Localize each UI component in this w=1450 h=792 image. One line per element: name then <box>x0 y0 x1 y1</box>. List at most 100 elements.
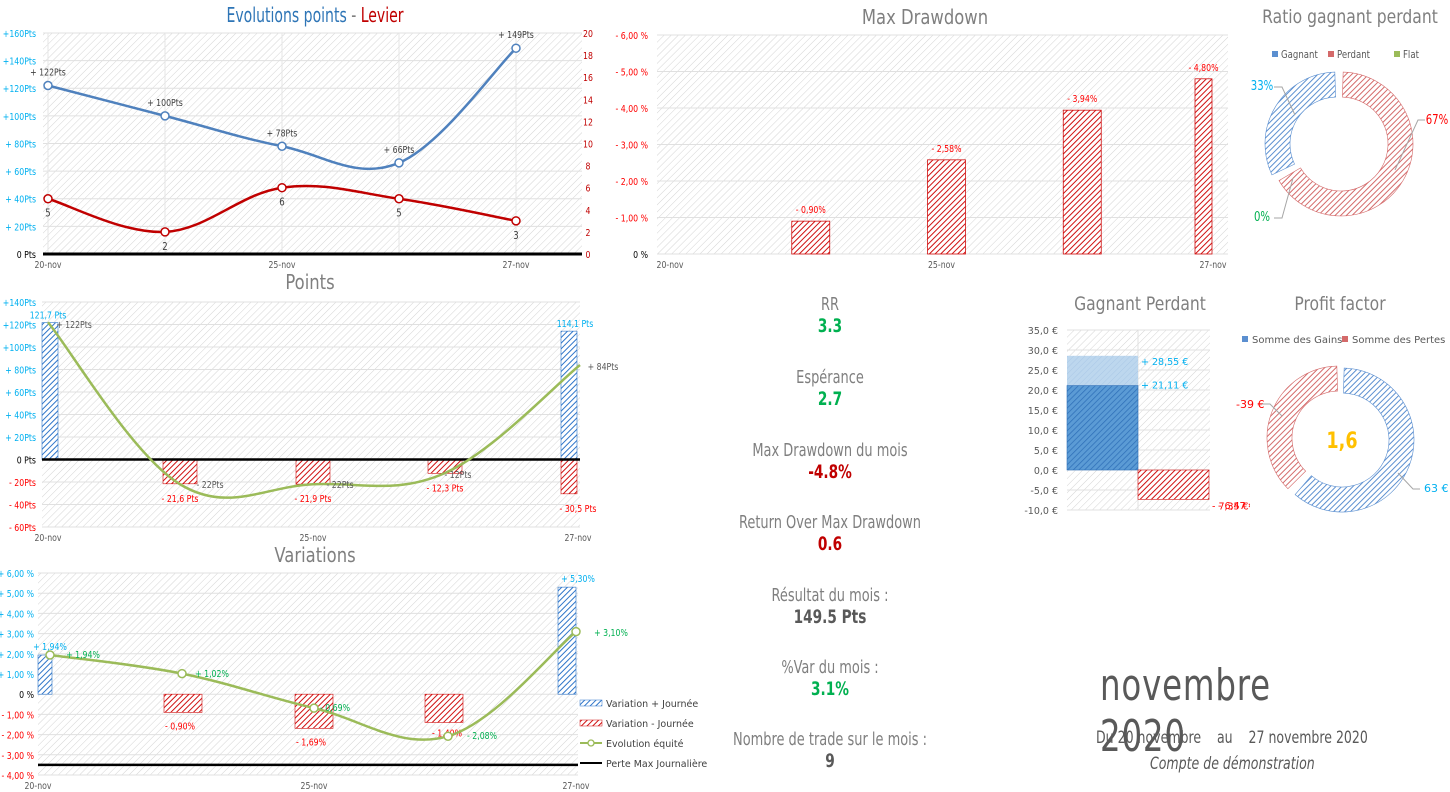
y-right-tick-label: 0 <box>586 250 591 261</box>
leader-line <box>1397 472 1420 490</box>
y-tick-label: + 20Pts <box>5 433 36 444</box>
drawdown-bar <box>1194 78 1213 255</box>
legend-label: Somme des Pertes <box>1352 335 1445 346</box>
legend-marker <box>587 739 595 747</box>
y-right-tick-label: 10 <box>583 140 593 151</box>
evolutions-chart: Evolutions points - Levier 0 Pts + 20Pts +… <box>0 0 600 272</box>
equity-data-label: + 1,02% <box>195 669 229 680</box>
y-tick-label: 0 % <box>633 250 648 261</box>
legend-swatch <box>579 719 603 727</box>
ratio-label-gagnant: 33% <box>1251 78 1274 94</box>
positive-variation-bar <box>37 654 53 695</box>
y-right-tick-label: 14 <box>583 95 593 106</box>
profit-factor-title: Profit factor <box>1294 293 1386 315</box>
net-data-label: - 22Pts <box>326 480 353 491</box>
y-tick-label: 5,0 € <box>1034 446 1058 457</box>
y-left-tick-label: + 20Pts <box>5 223 36 234</box>
kpi-var-label: %Var du mois : <box>781 657 879 678</box>
ratio-slice-gagnant <box>1264 71 1336 176</box>
levier-marker <box>511 216 521 226</box>
y-left-tick-label: +140Pts <box>3 57 36 68</box>
net-data-label: + 122Pts <box>56 320 92 331</box>
y-tick-label: 20,0 € <box>1028 386 1058 397</box>
points-data-label: + 100Pts <box>147 98 183 109</box>
points-chart-svg: - 60Pts - 40Pts - 20Pts 0 Pts + 20Pts + 40Pts… <box>3 298 619 544</box>
legend-swatch <box>1342 336 1348 342</box>
equity-data-label: - 0,69% <box>320 703 350 714</box>
max-loss-label: - 7,35 € <box>1212 501 1249 512</box>
loss-data-label: - 12,3 Pts <box>427 484 464 495</box>
x-tick-label: 27-nov <box>564 533 592 544</box>
legend-swatch <box>1394 51 1400 57</box>
evolutions-chart-title: Evolutions points - Levier <box>226 3 404 27</box>
x-tick-label: 20-nov <box>34 260 62 271</box>
y-left-tick-label: +120Pts <box>3 84 36 95</box>
points-data-label: + 122Pts <box>30 68 66 79</box>
y-tick-label: + 40Pts <box>5 411 36 422</box>
y-tick-label: 0 % <box>19 690 34 701</box>
levier-data-label: 2 <box>162 241 167 253</box>
y-tick-label: +100Pts <box>3 343 36 354</box>
levier-data-label: 5 <box>45 208 50 220</box>
legend-label: Somme des Gains <box>1252 335 1342 346</box>
points-marker <box>394 158 404 168</box>
net-data-label: - 22Pts <box>196 480 223 491</box>
kpi-max-drawdown-value: -4.8% <box>808 461 852 483</box>
period-month: novembre 2020 <box>1100 660 1271 762</box>
y-tick-label: 30,0 € <box>1028 346 1058 357</box>
leader-line <box>1262 403 1283 417</box>
equity-data-label: + 1,94% <box>66 650 100 661</box>
gagnant-perdant-title: Gagnant Perdant <box>1074 293 1206 315</box>
y-tick-label: + 4,00 % <box>0 610 34 621</box>
pf-center-value: 1,6 <box>1326 428 1357 453</box>
kpi-resultat-label: Résultat du mois : <box>771 585 889 606</box>
loss-data-label: - 21,6 Pts <box>162 494 199 505</box>
leader-line <box>1274 86 1296 116</box>
avg-loss-label: - 6,47 € <box>1218 501 1250 512</box>
y-tick-label: 0,0 € <box>1034 466 1058 477</box>
kpi-resultat-value: 149.5 Pts <box>793 606 867 628</box>
x-tick-label: 27-nov <box>562 781 590 792</box>
y-left-tick-label: + 40Pts <box>5 195 36 206</box>
y-right-tick-label: 12 <box>583 118 593 129</box>
y-tick-label: - 3,00 % <box>615 141 648 152</box>
variations-chart: Variations - 4,00 % - 3,00 % - 2,00 % - 1,0… <box>0 543 720 792</box>
gagnant-perdant-chart: Gagnant Perdant -10,0 € -5,0 € 0,0 € 5,0 € 1… <box>1020 285 1250 525</box>
max-gain-bar <box>1067 355 1138 386</box>
kpi-esperance: Espérance 2.7 <box>690 367 970 410</box>
points-data-label: + 149Pts <box>498 30 534 41</box>
equity-data-label: + 3,10% <box>594 628 628 639</box>
gain-data-label: 121,7 Pts <box>30 311 67 322</box>
y-right-tick-label: 18 <box>583 51 593 62</box>
avg-gain-bar <box>1066 385 1139 471</box>
y-tick-label: - 2,00 % <box>1 731 34 742</box>
points-title: Points <box>285 270 335 294</box>
negative-variation-label: - 0,90% <box>165 722 195 733</box>
kpi-var: %Var du mois : 3.1% <box>690 657 970 700</box>
kpi-trades-label: Nombre de trade sur le mois : <box>733 729 927 750</box>
y-tick-label: + 3,00 % <box>0 630 34 641</box>
y-left-tick-label: +100Pts <box>3 112 36 123</box>
points-marker <box>160 111 170 121</box>
y-right-tick-label: 20 <box>583 29 593 40</box>
leader-line <box>1394 119 1425 171</box>
x-tick-label: 25-nov <box>268 260 296 271</box>
max-gain-label: + 28,55 € <box>1141 357 1188 368</box>
pf-slice-pertes <box>1266 365 1338 490</box>
ratio-label-flat: 0% <box>1254 209 1270 225</box>
levier-marker <box>160 227 170 237</box>
drawdown-bar <box>1062 109 1102 255</box>
max-drawdown-chart-svg: 0 % - 1,00 % - 2,00 % - 3,00 % - 4,00 % - 5,0… <box>615 31 1228 271</box>
profit-factor-chart-svg: Somme des Gains Somme des Pertes 1,6 63 € -3… <box>1236 335 1449 513</box>
y-tick-label: + 80Pts <box>5 366 36 377</box>
ratio-title: Ratio gagnant perdant <box>1262 6 1438 28</box>
x-tick-label: 20-nov <box>24 781 52 792</box>
max-drawdown-title: Max Drawdown <box>861 5 989 29</box>
y-tick-label: - 1,00 % <box>615 214 648 225</box>
y-tick-label: - 4,00 % <box>615 104 648 115</box>
y-tick-label: - 4,00 % <box>1 771 34 782</box>
x-tick-label: 27-nov <box>502 260 530 271</box>
loss-data-label: - 30,5 Pts <box>560 504 597 515</box>
kpi-esperance-value: 2.7 <box>817 388 843 410</box>
y-tick-label: + 60Pts <box>5 388 36 399</box>
